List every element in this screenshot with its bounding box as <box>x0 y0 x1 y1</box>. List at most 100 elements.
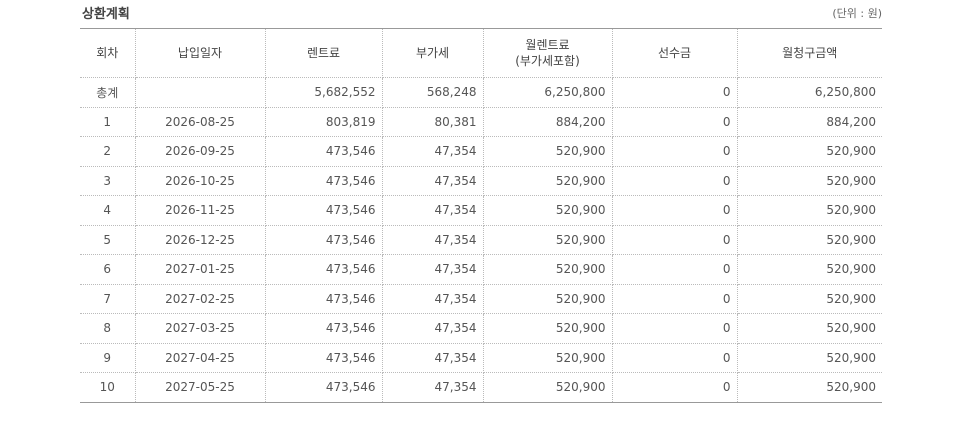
cell: 473,546 <box>264 136 383 167</box>
cell: 47,354 <box>381 224 484 255</box>
cell: 9 <box>80 342 136 373</box>
cell: 0 <box>611 165 738 196</box>
cell: 47,354 <box>381 283 484 314</box>
cell: 0 <box>611 195 738 226</box>
row: 2 2026-09-25 473,546 47,354 520,900 0 520,900 <box>80 136 882 167</box>
cell: 47,354 <box>381 165 484 196</box>
cell: 6,250,800 <box>736 77 882 108</box>
cell: 2027-02-25 <box>134 283 266 314</box>
cell: 520,900 <box>482 372 613 403</box>
row: 6 2027-01-25 473,546 47,354 520,900 0 520,900 <box>80 254 882 285</box>
cell: 520,900 <box>482 283 613 314</box>
cell: 884,200 <box>482 106 613 137</box>
cell: 47,354 <box>381 136 484 167</box>
cell: 0 <box>611 224 738 255</box>
cell: 2027-04-25 <box>134 342 266 373</box>
cell: 47,354 <box>381 372 484 403</box>
header-text: 부가세 <box>415 46 450 60</box>
cell: 47,354 <box>381 313 484 344</box>
cell: 520,900 <box>482 165 613 196</box>
cell: 520,900 <box>736 195 882 226</box>
header-text: 월청구금액 <box>782 46 838 60</box>
cell: 473,546 <box>264 165 383 196</box>
header-row: 회차 납입일자 렌트료 부가세 월렌트료 (부가세포함) 선수금 월청구금액 <box>80 28 882 78</box>
cell: 520,900 <box>482 136 613 167</box>
cell: 0 <box>611 254 738 285</box>
cell: 5,682,552 <box>264 77 383 108</box>
cell: 520,900 <box>736 283 882 314</box>
header-text: (부가세포함) <box>515 54 580 68</box>
row: 7 2027-02-25 473,546 47,354 520,900 0 520,900 <box>80 283 882 314</box>
cell: 0 <box>611 77 738 108</box>
cell: 4 <box>80 195 136 226</box>
cell: 2026-11-25 <box>134 195 266 226</box>
cell: 0 <box>611 136 738 167</box>
cell: 47,354 <box>381 195 484 226</box>
cell: 473,546 <box>264 195 383 226</box>
cell: 473,546 <box>264 342 383 373</box>
row: 5 2026-12-25 473,546 47,354 520,900 0 520,900 <box>80 224 882 255</box>
cell: 520,900 <box>482 254 613 285</box>
cell <box>134 77 266 108</box>
total-label: 총계 <box>80 77 136 108</box>
cell: 520,900 <box>736 342 882 373</box>
cell: 1 <box>80 106 136 137</box>
header-cell: 납입일자 <box>134 28 266 78</box>
table-body: 총계 5,682,552 568,248 6,250,800 0 6,250,800 1 20… <box>80 77 882 403</box>
header-cell: 부가세 <box>381 28 484 78</box>
cell: 2027-01-25 <box>134 254 266 285</box>
cell: 2026-09-25 <box>134 136 266 167</box>
header-text: 렌트료 <box>306 46 341 60</box>
cell: 7 <box>80 283 136 314</box>
cell: 473,546 <box>264 224 383 255</box>
cell: 2026-10-25 <box>134 165 266 196</box>
cell: 473,546 <box>264 372 383 403</box>
row: 1 2026-08-25 803,819 80,381 884,200 0 884,200 <box>80 106 882 137</box>
cell: 47,354 <box>381 254 484 285</box>
cell: 520,900 <box>482 224 613 255</box>
header-text: 월렌트료 <box>525 38 570 52</box>
cell: 47,354 <box>381 342 484 373</box>
cell: 3 <box>80 165 136 196</box>
cell: 0 <box>611 283 738 314</box>
header-text: 납입일자 <box>177 46 223 60</box>
cell: 0 <box>611 342 738 373</box>
header-text: 회차 <box>96 46 119 60</box>
header-cell: 회차 <box>80 28 136 78</box>
cell: 473,546 <box>264 283 383 314</box>
cell: 2 <box>80 136 136 167</box>
cell: 473,546 <box>264 254 383 285</box>
row: 8 2027-03-25 473,546 47,354 520,900 0 520,900 <box>80 313 882 344</box>
cell: 8 <box>80 313 136 344</box>
schedule-table: 회차 납입일자 렌트료 부가세 월렌트료 (부가세포함) 선수금 월청구금액 총계 5,682,… <box>80 28 882 403</box>
cell: 2026-12-25 <box>134 224 266 255</box>
row: 9 2027-04-25 473,546 47,354 520,900 0 520,900 <box>80 342 882 373</box>
unit-note: (단위 : 원) <box>832 7 882 20</box>
cell: 473,546 <box>264 313 383 344</box>
cell: 0 <box>611 313 738 344</box>
cell: 520,900 <box>736 165 882 196</box>
cell: 520,900 <box>736 254 882 285</box>
cell: 0 <box>611 372 738 403</box>
cell: 0 <box>611 106 738 137</box>
cell: 884,200 <box>736 106 882 137</box>
cell: 568,248 <box>381 77 484 108</box>
row: 3 2026-10-25 473,546 47,354 520,900 0 520,900 <box>80 165 882 196</box>
row: 4 2026-11-25 473,546 47,354 520,900 0 520,900 <box>80 195 882 226</box>
header-cell: 월렌트료 (부가세포함) <box>482 28 613 78</box>
cell: 10 <box>80 372 136 403</box>
cell: 520,900 <box>736 136 882 167</box>
cell: 520,900 <box>736 224 882 255</box>
cell: 520,900 <box>482 342 613 373</box>
cell: 2027-05-25 <box>134 372 266 403</box>
header-cell: 선수금 <box>611 28 738 78</box>
cell: 520,900 <box>482 195 613 226</box>
cell: 6 <box>80 254 136 285</box>
cell: 520,900 <box>482 313 613 344</box>
cell: 2027-03-25 <box>134 313 266 344</box>
cell: 520,900 <box>736 372 882 403</box>
header-cell: 렌트료 <box>264 28 383 78</box>
cell: 6,250,800 <box>482 77 613 108</box>
section-title: 상환계획 <box>82 7 130 22</box>
